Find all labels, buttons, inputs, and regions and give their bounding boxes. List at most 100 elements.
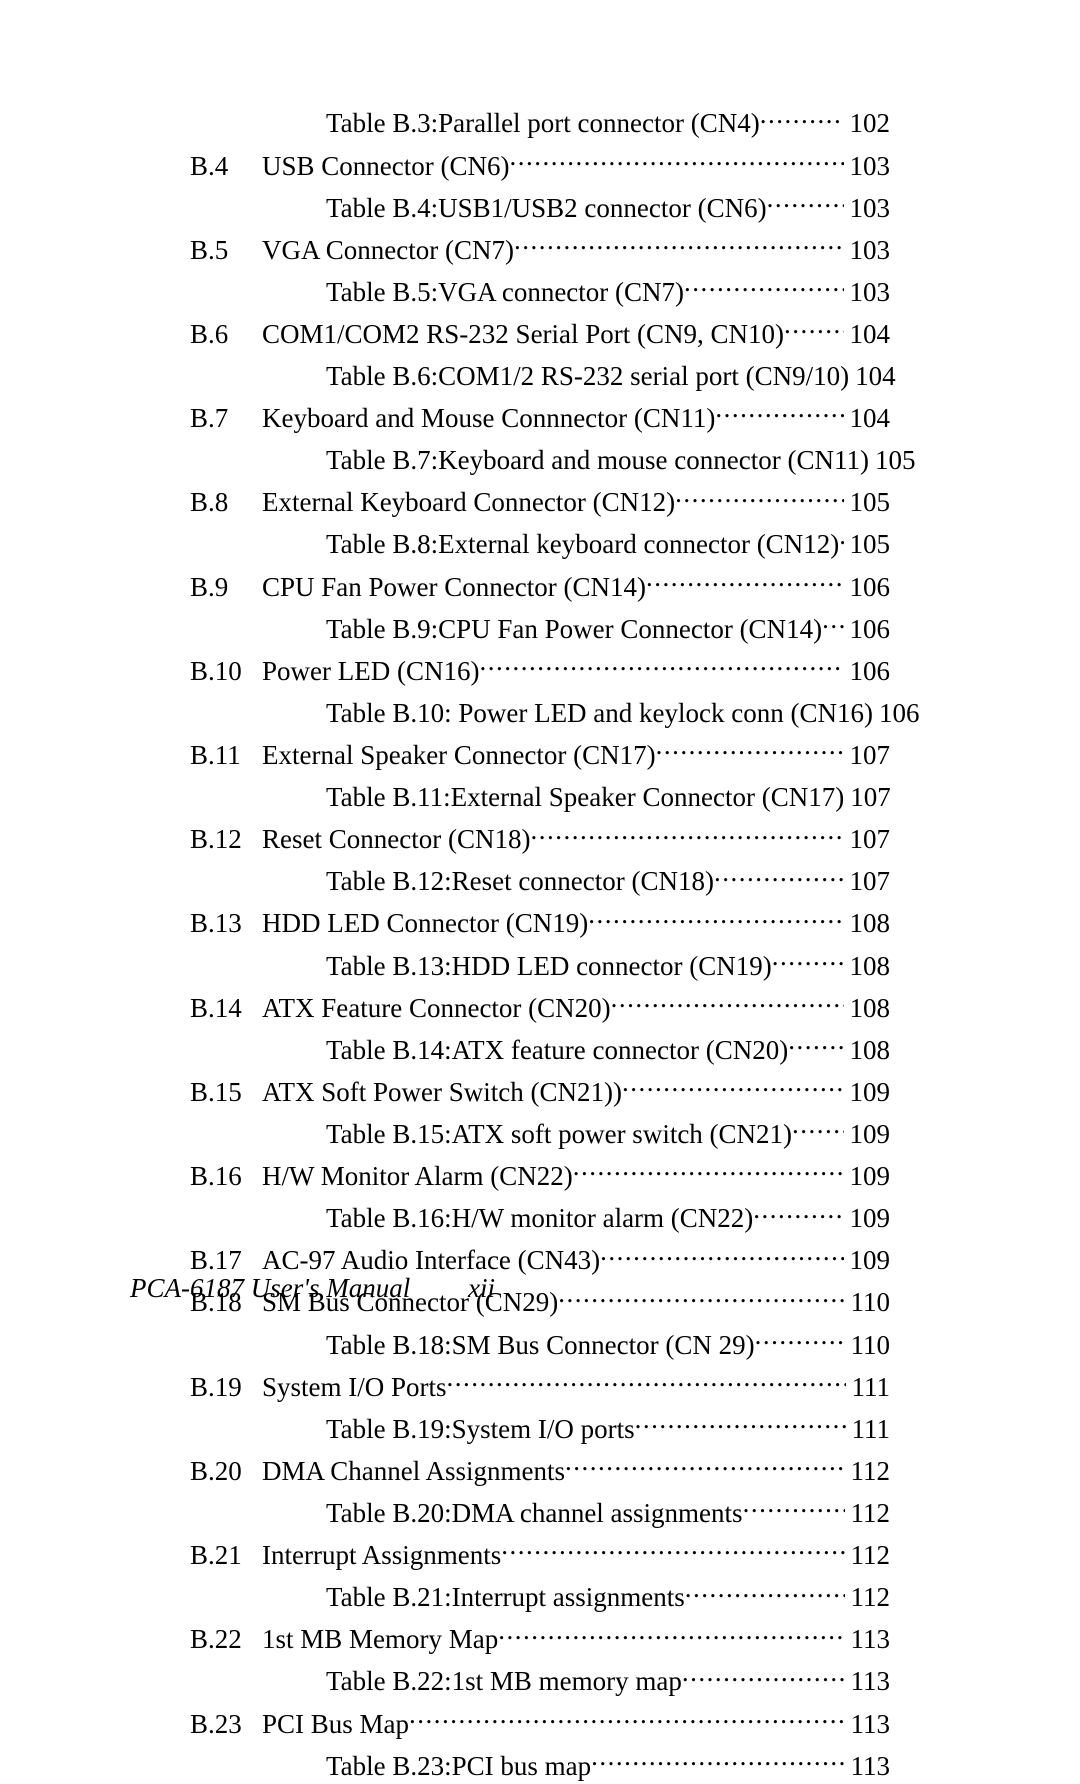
toc-entry-title: External Keyboard Connector (CN12) — [262, 484, 675, 521]
toc-entry: Table B.13:HDD LED connector (CN19) 108 — [190, 942, 890, 984]
toc-leader — [792, 1111, 843, 1143]
toc-page-number: 104 — [849, 358, 896, 395]
toc-leader — [509, 142, 843, 174]
toc-leader — [772, 942, 844, 974]
toc-page-number: 103 — [844, 232, 891, 269]
toc-entry: B.23PCI Bus Map 113 — [190, 1700, 890, 1742]
toc-entry: Table B.20:DMA channel assignments 112 — [190, 1490, 890, 1532]
toc-entry-title: Table B.6:COM1/2 RS-232 serial port (CN9… — [262, 358, 849, 395]
toc-entry: B.9CPU Fan Power Connector (CN14) 106 — [190, 563, 890, 605]
toc-page-number: 106 — [844, 611, 891, 648]
toc-entry-title: Table B.16:H/W monitor alarm (CN22) — [262, 1200, 753, 1237]
toc-entry-title: HDD LED Connector (CN19) — [262, 905, 588, 942]
toc-entry-title: Table B.15:ATX soft power switch (CN21) — [262, 1116, 792, 1153]
toc-section-number: B.16 — [190, 1158, 262, 1195]
toc-entry: Table B.7:Keyboard and mouse connector (… — [190, 437, 890, 479]
toc-leader — [611, 984, 844, 1016]
toc-entry: Table B.8:External keyboard connector (C… — [190, 521, 890, 563]
page-footer: PCA-6187 User's Manual xii — [130, 1273, 950, 1304]
toc-page-number: 108 — [844, 990, 891, 1027]
toc-page-number: 104 — [844, 316, 891, 353]
toc-leader — [409, 1700, 844, 1732]
toc-section-number: B.15 — [190, 1074, 262, 1111]
toc-leader — [501, 1532, 844, 1564]
toc-entry-title: Table B.20:DMA channel assignments — [262, 1495, 743, 1532]
toc-entry-title: Table B.5:VGA connector (CN7) — [262, 274, 684, 311]
toc-entry: Table B.23:PCI bus map 113 — [190, 1742, 890, 1784]
toc-page-number: 107 — [844, 779, 891, 816]
toc-entry: B.21Interrupt Assignments 112 — [190, 1532, 890, 1574]
toc-entry: B.19System I/O Ports 111 — [190, 1363, 890, 1405]
toc-entry-title: Table B.12:Reset connector (CN18) — [262, 863, 714, 900]
toc-page-number: 106 — [844, 653, 891, 690]
toc-entry: Table B.10: Power LED and keylock conn (… — [190, 690, 890, 732]
toc-page-number: 108 — [844, 1032, 891, 1069]
toc-leader — [656, 732, 844, 764]
toc-entry: Table B.3:Parallel port connector (CN4) … — [190, 100, 890, 142]
toc-entry-title: External Speaker Connector (CN17) — [262, 737, 656, 774]
toc-leader — [715, 395, 843, 427]
toc-entry: Table B.19:System I/O ports 111 — [190, 1405, 890, 1447]
toc-leader — [784, 311, 843, 343]
toc-entry-title: Table B.9:CPU Fan Power Connector (CN14) — [262, 611, 822, 648]
toc-page-number: 113 — [845, 1706, 891, 1743]
toc-section-number: B.11 — [190, 737, 262, 774]
toc-leader — [600, 1237, 843, 1269]
toc-section-number: B.9 — [190, 569, 262, 606]
toc-section-number: B.7 — [190, 400, 262, 437]
toc-entry-title: Table B.8:External keyboard connector (C… — [262, 526, 839, 563]
toc-entry: Table B.11:External Speaker Connector (C… — [190, 774, 890, 816]
toc-entry-title: 1st MB Memory Map — [262, 1621, 498, 1658]
toc-entry-title: Table B.14:ATX feature connector (CN20) — [262, 1032, 788, 1069]
toc-page-number: 103 — [844, 148, 891, 185]
toc-entry-title: DMA Channel Assignments — [262, 1453, 565, 1490]
toc-page-number: 111 — [846, 1369, 891, 1406]
toc-entry: B.12Reset Connector (CN18) 107 — [190, 816, 890, 858]
toc-section-number: B.23 — [190, 1706, 262, 1743]
toc-section-number: B.20 — [190, 1453, 262, 1490]
toc-leader — [767, 184, 844, 216]
footer-folio: xii — [468, 1273, 495, 1304]
toc-entry: B.10Power LED (CN16) 106 — [190, 647, 890, 689]
toc-leader — [622, 1069, 844, 1101]
toc-entry-title: CPU Fan Power Connector (CN14) — [262, 569, 646, 606]
toc-entry: Table B.15:ATX soft power switch (CN21) … — [190, 1111, 890, 1153]
toc-entry-title: Keyboard and Mouse Connnector (CN11) — [262, 400, 715, 437]
toc-page-number: 113 — [845, 1748, 891, 1784]
toc-entry-title: Table B.3:Parallel port connector (CN4) — [262, 105, 760, 142]
toc-entry: Table B.14:ATX feature connector (CN20) … — [190, 1026, 890, 1068]
toc-entry: B.15ATX Soft Power Switch (CN21)) 109 — [190, 1069, 890, 1111]
toc-leader — [675, 479, 843, 511]
toc-page-number: 109 — [844, 1074, 891, 1111]
toc-page-number: 107 — [844, 737, 891, 774]
toc-page-number: 105 — [844, 484, 891, 521]
toc-leader — [753, 1195, 843, 1227]
toc-entry: Table B.22:1st MB memory map 113 — [190, 1658, 890, 1700]
toc-entry: Table B.18:SM Bus Connector (CN 29) 110 — [190, 1321, 890, 1363]
toc-page-number: 110 — [845, 1327, 891, 1364]
toc-section-number: B.19 — [190, 1369, 262, 1406]
toc-entry-title: Table B.7:Keyboard and mouse connector (… — [262, 442, 869, 479]
toc-leader — [530, 816, 843, 848]
toc-entry: Table B.6:COM1/2 RS-232 serial port (CN9… — [190, 353, 890, 395]
toc-entry-title: COM1/COM2 RS-232 Serial Port (CN9, CN10) — [262, 316, 784, 353]
toc-page-number: 109 — [844, 1116, 891, 1153]
toc-page-number: 106 — [844, 569, 891, 606]
toc-leader — [682, 1658, 845, 1690]
toc-page-number: 105 — [869, 442, 916, 479]
toc-page-number: 103 — [844, 274, 891, 311]
toc-leader — [591, 1742, 844, 1774]
toc-page-number: 108 — [844, 905, 891, 942]
toc-leader — [479, 647, 843, 679]
toc-entry: Table B.9:CPU Fan Power Connector (CN14)… — [190, 605, 890, 647]
toc-section-number: B.22 — [190, 1621, 262, 1658]
toc-section-number: B.5 — [190, 232, 262, 269]
toc-leader — [755, 1321, 845, 1353]
toc-entry: B.7Keyboard and Mouse Connnector (CN11) … — [190, 395, 890, 437]
toc-entry: Table B.12:Reset connector (CN18) 107 — [190, 858, 890, 900]
toc-entry-title: Table B.13:HDD LED connector (CN19) — [262, 948, 772, 985]
toc-entry: B.5VGA Connector (CN7) 103 — [190, 226, 890, 268]
toc-entry-title: Table B.23:PCI bus map — [262, 1748, 591, 1784]
toc-page-number: 112 — [845, 1537, 891, 1574]
toc-section-number: B.14 — [190, 990, 262, 1027]
